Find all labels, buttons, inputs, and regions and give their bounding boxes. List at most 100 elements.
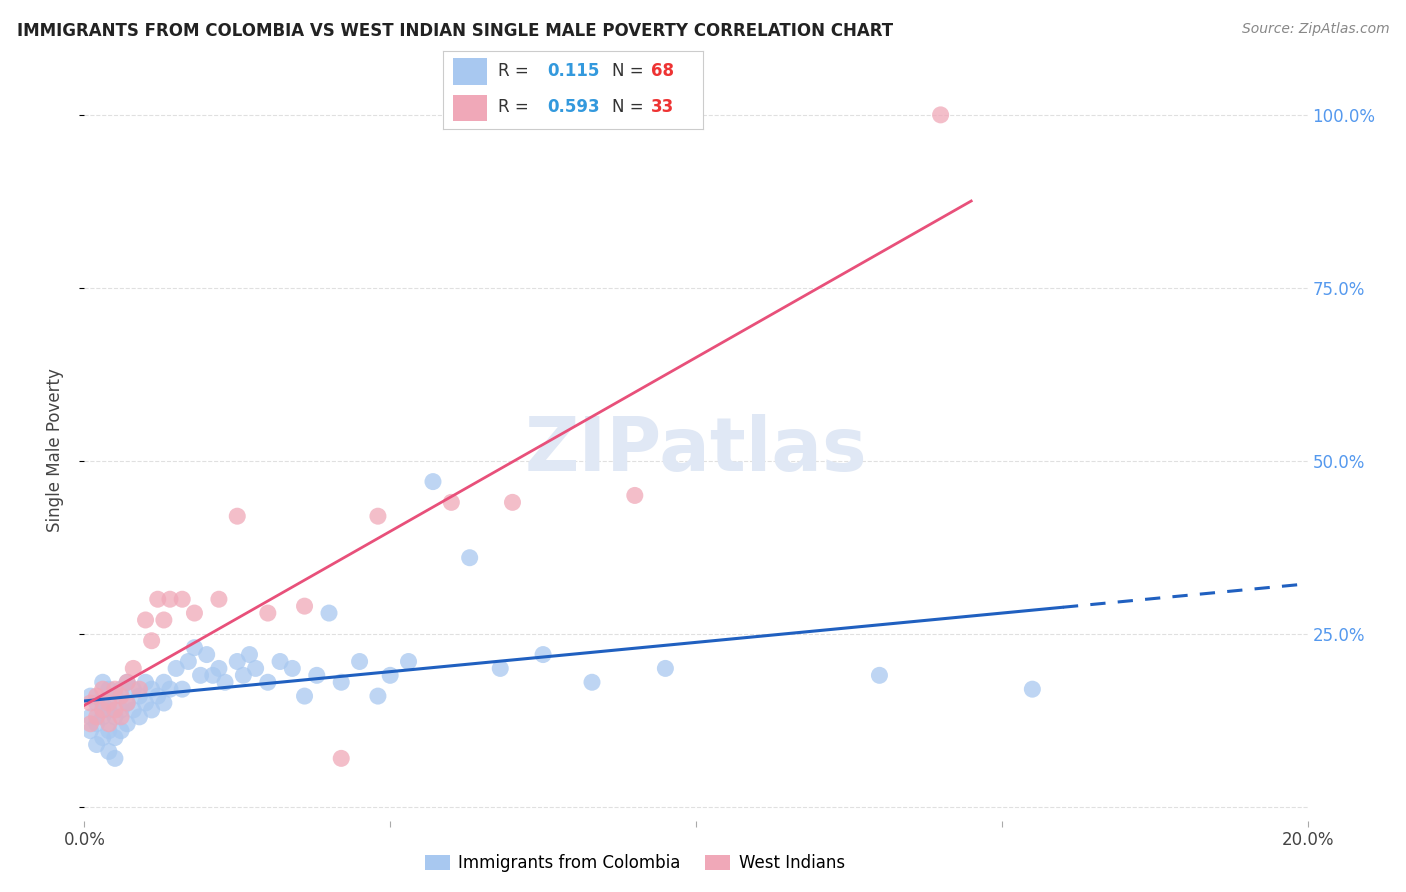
Point [153,675,176,690]
Point [624,488,647,502]
Point [214,675,236,690]
Point [305,668,328,682]
Point [183,640,205,655]
Point [97,744,120,758]
Point [110,689,132,703]
Point [367,509,389,524]
Point [257,675,280,690]
Point [91,675,114,690]
Point [141,703,163,717]
Point [79,696,101,710]
Point [91,710,114,724]
Point [294,599,316,614]
Point [330,675,353,690]
Point [318,606,340,620]
Point [238,648,260,662]
Point [91,703,114,717]
Point [367,689,389,703]
Point [122,661,145,675]
Point [208,661,231,675]
Point [110,703,132,717]
Point [190,668,212,682]
Point [110,710,132,724]
Point [110,682,132,697]
Point [86,689,108,703]
Point [104,751,127,765]
Point [654,661,676,675]
Point [269,655,291,669]
Point [79,723,101,738]
Point [115,675,138,690]
Text: N =: N = [612,62,644,80]
Point [201,668,224,682]
Point [159,592,181,607]
Point [458,550,481,565]
Point [531,648,554,662]
Text: R =: R = [498,98,529,116]
Point [159,682,181,697]
Text: N =: N = [612,98,644,116]
Point [128,710,150,724]
Point [929,108,952,122]
Point [104,682,127,697]
Point [79,716,101,731]
Point [135,675,157,690]
Point [257,606,280,620]
Point [165,661,187,675]
Point [226,509,249,524]
Y-axis label: Single Male Poverty: Single Male Poverty [45,368,63,533]
Point [172,682,194,697]
Point [91,731,114,745]
Point [177,655,200,669]
Text: ZIPatlas: ZIPatlas [524,414,868,487]
Point [869,668,891,682]
Point [330,751,353,765]
Point [141,682,163,697]
Point [422,475,444,489]
Point [97,682,120,697]
Point [153,696,176,710]
Text: 68: 68 [651,62,673,80]
Point [146,592,169,607]
Text: IMMIGRANTS FROM COLOMBIA VS WEST INDIAN SINGLE MALE POVERTY CORRELATION CHART: IMMIGRANTS FROM COLOMBIA VS WEST INDIAN … [17,22,893,40]
Point [153,613,176,627]
Point [91,682,114,697]
Point [489,661,512,675]
Point [245,661,267,675]
Point [91,696,114,710]
Point [115,716,138,731]
Point [128,682,150,697]
Point [97,716,120,731]
Point [115,696,138,710]
Point [581,675,603,690]
Point [183,606,205,620]
Point [104,731,127,745]
Point [128,689,150,703]
Text: Source: ZipAtlas.com: Source: ZipAtlas.com [1241,22,1389,37]
Point [172,592,194,607]
Point [380,668,402,682]
Point [104,703,127,717]
Point [135,696,157,710]
Point [502,495,524,509]
Legend: Immigrants from Colombia, West Indians: Immigrants from Colombia, West Indians [418,847,852,879]
Point [226,655,249,669]
Text: 0.593: 0.593 [547,98,599,116]
Point [97,723,120,738]
Point [79,689,101,703]
Point [349,655,371,669]
Point [110,723,132,738]
Text: R =: R = [498,62,529,80]
Point [146,689,169,703]
Point [398,655,420,669]
Point [122,682,145,697]
Text: 33: 33 [651,98,675,116]
Point [122,703,145,717]
Text: 0.115: 0.115 [547,62,599,80]
Point [294,689,316,703]
Point [86,696,108,710]
Point [104,689,127,703]
Point [281,661,304,675]
Point [135,613,157,627]
Point [115,696,138,710]
